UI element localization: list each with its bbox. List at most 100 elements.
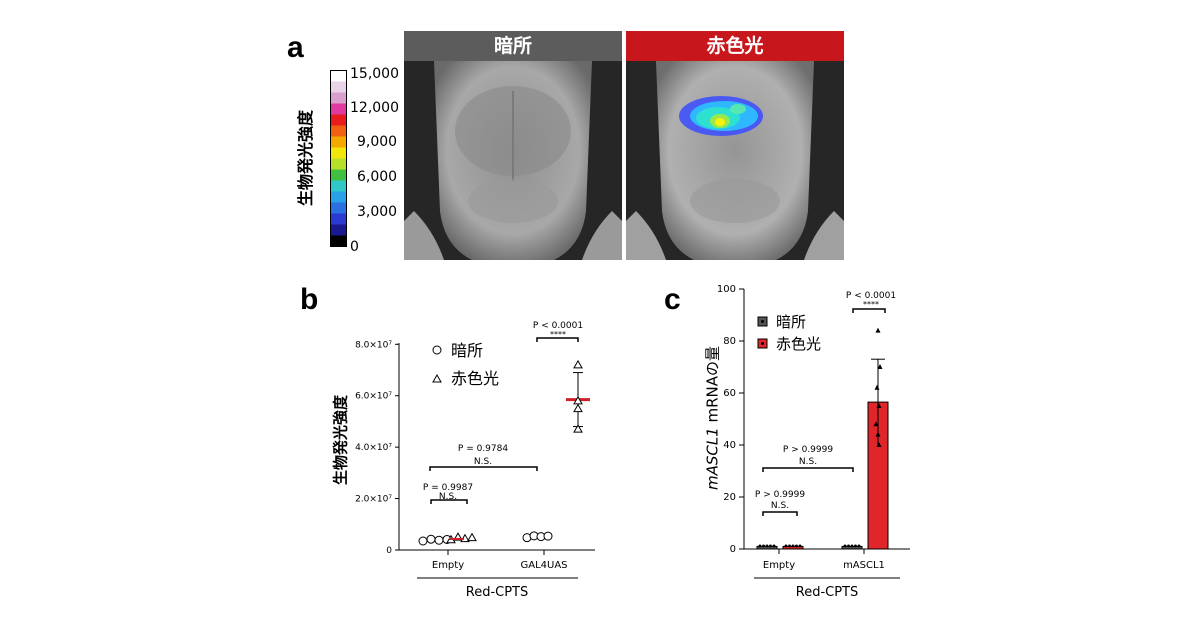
c-xtick-empty: Empty [763,560,795,571]
b-xgroup-label: Red-CPTS [466,585,529,600]
c-point-red-empty [791,544,795,548]
c-point-red-empty [788,544,791,548]
b-sig-cross: N.S. [474,457,492,467]
c-sig-mascl1: **** [863,300,879,309]
b-point-dark-empty [418,536,428,546]
c-sig-empty: N.S. [771,501,789,511]
b-ytick-label: 6.0×10⁷ [355,392,392,402]
c-point-dark-empty [765,544,769,548]
colorbar-tick-15000: 15,000 [350,66,399,82]
c-ytick-label: 80 [723,336,736,347]
bioluminescence-signal [679,96,763,136]
c-point-red-mascl1 [876,442,882,447]
b-legend-triangle-marker [432,373,442,383]
colorbar-step [330,202,347,214]
b-bracket-cross [429,466,538,471]
c-point-red-mascl1 [873,421,879,427]
mouse-image-dark [404,61,622,260]
c-xtick-mascl1: mASCL1 [843,560,885,571]
c-ytick-label: 0 [730,544,736,555]
c-bracket-cross [762,467,854,472]
b-sig-empty: N.S. [439,492,457,502]
b-legend-circle-marker [432,345,442,355]
c-p-mascl1: P < 0.0001 [846,291,896,301]
colorbar-label: 生物発光強度 [296,109,315,207]
b-point-red-gal4uas [573,403,583,413]
c-point-red-empty [784,544,788,548]
c-xgroup-label: Red-CPTS [796,585,859,600]
c-point-dark-empty [762,544,765,548]
b-ytick-label: 2.0×10⁷ [355,495,392,505]
colorbar-step [330,169,347,181]
colorbar-step [330,158,347,170]
c-point-dark-mascl1 [850,544,854,548]
b-ytick-label: 0 [386,546,392,556]
b-p-empty: P = 0.9987 [423,483,473,493]
colorbar-tick-9000: 9,000 [357,134,398,150]
c-bracket-mascl1 [852,308,886,313]
c-p-cross: P > 0.9999 [783,445,833,455]
b-legend-dark: 暗所 [451,341,483,360]
b-xtick-empty: Empty [432,560,464,571]
colorbar-step [330,147,347,159]
colorbar-step [330,213,347,225]
c-p-empty: P > 0.9999 [755,490,805,500]
b-point-red-empty [467,532,477,542]
c-legend-dark: 暗所 [776,313,806,331]
b-point-dark-empty [426,534,436,544]
panel-c-chart: 100 80 60 40 20 0 Empty mASCL1 Red-CPTS 暗所 赤色… [717,284,910,600]
c-ytick-label: 60 [723,388,736,399]
colorbar-tick-0: 0 [350,239,359,255]
c-point-dark-empty [772,544,776,548]
colorbar-step [330,235,347,247]
colorbar-step [330,92,347,104]
b-p-cross: P = 0.9784 [458,444,508,454]
colorbar-step [330,125,347,137]
b-legend-red: 赤色光 [451,369,499,388]
b-xtick-gal4uas: GAL4UAS [520,560,567,571]
panel-b-ylabel: 生物発光強度 [331,394,350,486]
c-ytick-label: 40 [723,440,736,451]
c-point-red-mascl1 [874,384,880,390]
colorbar-step [330,191,347,203]
c-point-red-empty [795,544,798,548]
c-point-dark-mascl1 [854,544,857,548]
colorbar [330,70,347,247]
c-point-red-mascl1 [877,364,883,369]
c-point-red-mascl1 [875,327,881,333]
b-ytick-label: 8.0×10⁷ [355,340,392,350]
colorbar-step [330,81,347,93]
colorbar-step [330,224,347,236]
b-point-dark-empty [434,535,444,545]
b-point-red-gal4uas [573,424,583,433]
panel-b-letter: b [300,283,319,316]
c-point-dark-mascl1 [857,544,861,548]
c-point-red-empty [798,544,802,548]
b-point-dark-gal4uas [543,531,553,541]
b-sig-gal4uas: **** [550,330,566,339]
colorbar-step [330,180,347,192]
colorbar-step [330,114,347,126]
c-point-red-mascl1 [876,403,882,408]
c-ytick-label: 100 [717,284,736,295]
dark-condition-header: 暗所 [404,31,622,61]
mouse-image-red-light [626,61,844,260]
panel-b-chart: 8.0×10⁷ 6.0×10⁷ 4.0×10⁷ 2.0×10⁷ 0 Empty GAL4… [355,321,595,600]
c-point-dark-empty [758,544,762,548]
c-point-dark-mascl1 [847,544,850,548]
b-p-gal4uas: P < 0.0001 [533,321,583,331]
colorbar-tick-3000: 3,000 [357,204,398,220]
panel-c-letter: c [664,283,681,316]
b-ytick-label: 4.0×10⁷ [355,443,392,453]
colorbar-step [330,70,347,82]
c-point-dark-mascl1 [843,544,847,548]
c-legend-red: 赤色光 [776,335,821,353]
colorbar-step [330,136,347,148]
colorbar-step [330,103,347,115]
c-point-dark-empty [769,544,772,548]
b-bracket-gal4uas [536,337,579,342]
c-sig-cross: N.S. [799,457,817,467]
b-bracket-empty [430,499,468,504]
colorbar-tick-6000: 6,000 [357,169,398,185]
c-ytick-label: 20 [723,492,736,503]
